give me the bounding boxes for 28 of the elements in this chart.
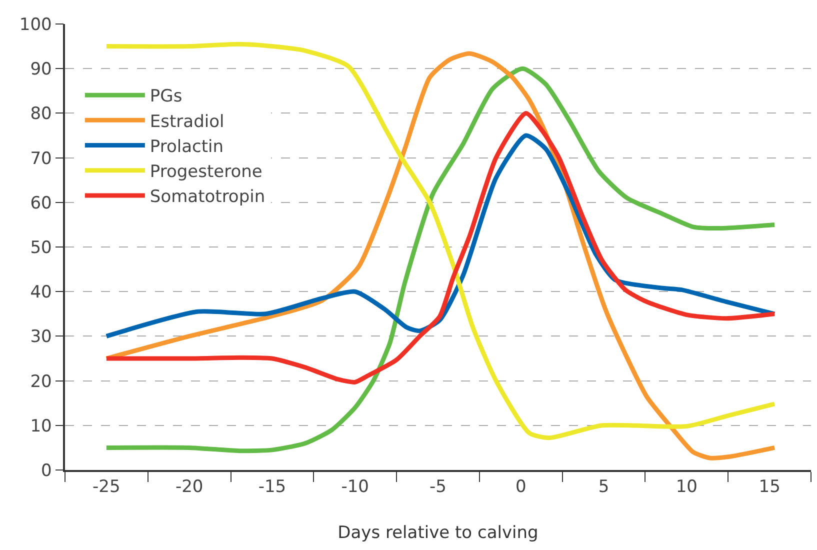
x-tick-label: -20: [175, 477, 204, 498]
y-tick-label: 100: [19, 14, 52, 35]
x-tick-label: -5: [430, 477, 446, 498]
legend-label: PGs: [150, 86, 182, 107]
x-tick-label: -10: [341, 477, 369, 498]
legend-label: Somatotropin: [150, 187, 266, 208]
y-tick-label: 0: [41, 460, 52, 481]
x-tick-label: 0: [515, 477, 526, 498]
x-tick-label: -15: [258, 477, 286, 498]
y-tick-label: 40: [30, 282, 52, 303]
x-tick-label: 10: [676, 477, 698, 498]
y-tick-label: 80: [30, 104, 52, 124]
y-tick-label: 70: [30, 148, 52, 169]
x-tick-label: 15: [758, 477, 780, 498]
line-series: [104, 110, 777, 384]
y-tick-label: 30: [30, 327, 52, 348]
y-tick-label: 20: [30, 372, 52, 392]
legend-label: Prolactin: [150, 136, 224, 157]
y-tick-label: 60: [30, 193, 52, 214]
y-tick-label: 50: [30, 238, 52, 258]
legend-label: Progesterone: [150, 162, 262, 182]
y-tick-label: 10: [30, 416, 52, 436]
legend-label: Estradiol: [150, 112, 224, 132]
y-tick-label: 90: [30, 60, 52, 80]
x-tick-label: 5: [598, 477, 610, 498]
x-tick-label: -25: [92, 477, 120, 498]
line-series: [104, 133, 777, 338]
x-axis-title: Days relative to calving: [338, 523, 538, 544]
